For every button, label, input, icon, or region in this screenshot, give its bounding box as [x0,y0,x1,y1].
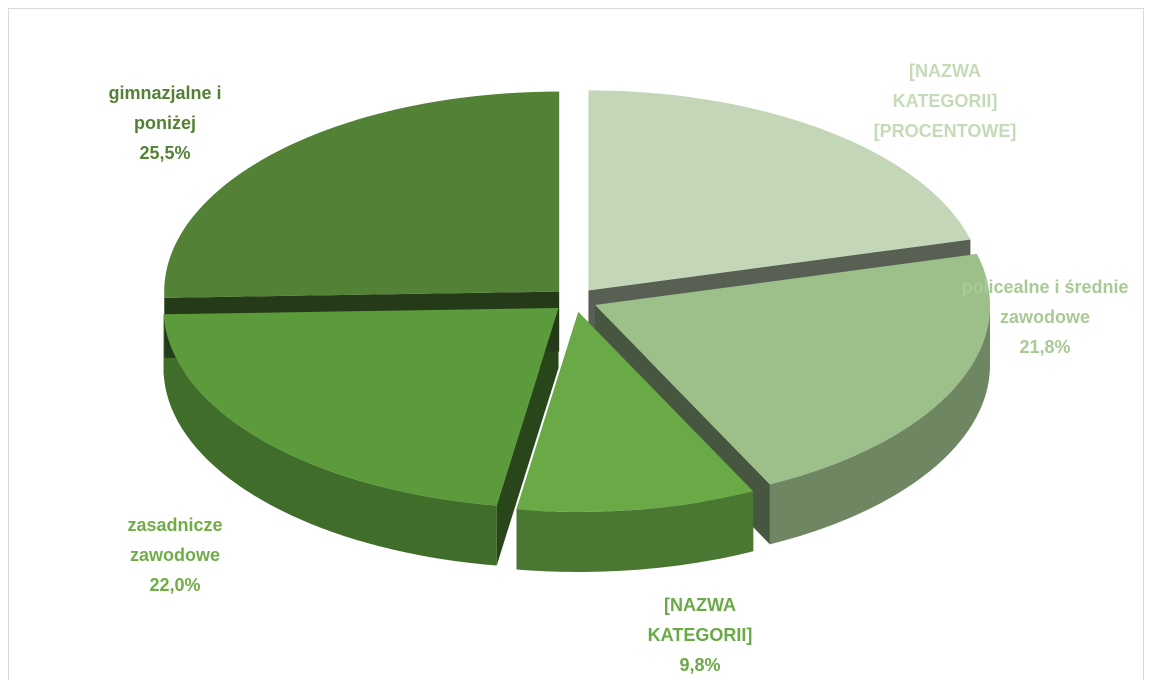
data-label: gimnazjalne i poniżej 25,5% [75,78,255,168]
data-label: [NAZWA KATEGORII] [PROCENTOWE] [860,56,1030,146]
slice [164,91,560,298]
value-label: 22,0% [149,575,201,595]
slice-edge [496,308,559,566]
slice [516,311,754,512]
slice [163,308,559,506]
category-label: [NAZWA KATEGORII] [PROCENTOWE] [873,61,1017,141]
chart-frame [8,8,1144,680]
category-label: policealne i średnie zawodowe [961,277,1129,327]
value-label: 21,8% [1019,337,1071,357]
category-label: zasadnicze zawodowe [127,515,223,565]
category-label: [NAZWA KATEGORII] [647,595,753,645]
data-label: [NAZWA KATEGORII] 9,8% [625,590,775,680]
slice [588,90,971,291]
slice-side [516,491,754,572]
slice-side [769,305,991,545]
data-label: zasadnicze zawodowe 22,0% [100,510,250,600]
data-label: policealne i średnie zawodowe 21,8% [930,272,1150,362]
value-label: 9,8% [679,655,721,675]
slice [595,254,991,485]
value-label: 25,5% [139,143,191,163]
slice-side [163,314,497,566]
category-label: gimnazjalne i poniżej [108,83,222,133]
